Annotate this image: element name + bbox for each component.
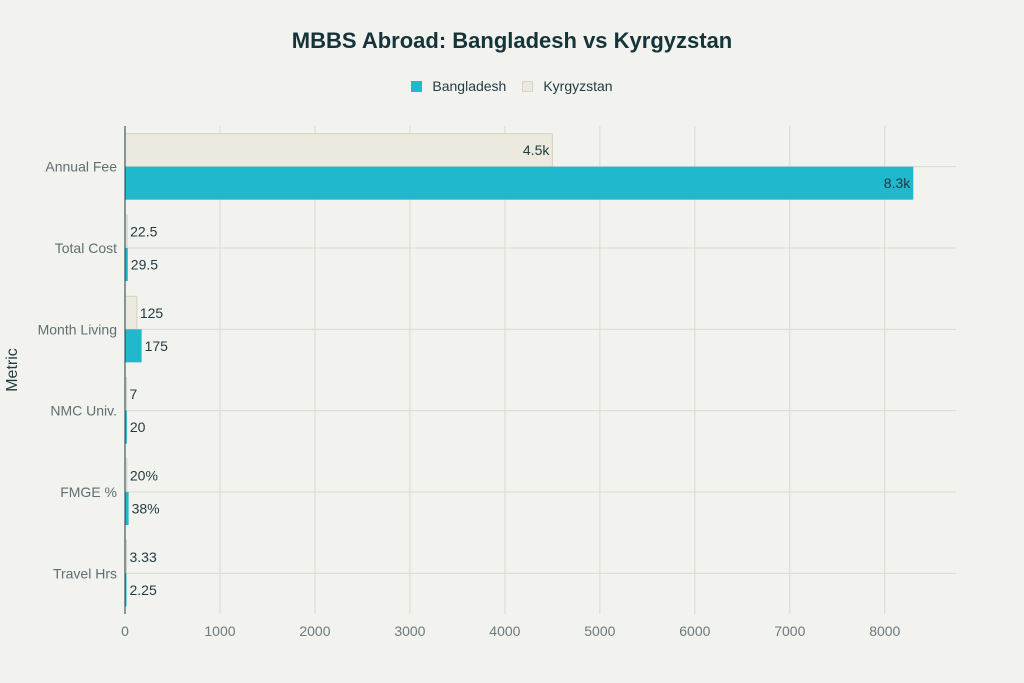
category-label: Total Cost xyxy=(55,240,117,256)
bar-kyrgyzstan xyxy=(124,295,138,330)
legend-swatch-kyrgyzstan xyxy=(522,80,534,92)
bar-bangladesh xyxy=(125,410,127,444)
legend-label-kyrgyzstan: Kyrgyzstan xyxy=(543,78,613,94)
x-tick-label: 0 xyxy=(121,623,129,639)
bar-bangladesh xyxy=(125,573,127,607)
x-tick-label: 8000 xyxy=(869,623,900,639)
legend: Bangladesh Kyrgyzstan xyxy=(0,78,1024,94)
x-tick-label: 4000 xyxy=(489,623,520,639)
category-label: FMGE % xyxy=(60,484,117,500)
y-axis-title: Metric xyxy=(4,348,21,392)
data-label-kyrgyzstan: 7 xyxy=(130,386,138,402)
data-label-bangladesh: 38% xyxy=(132,501,160,517)
data-label-bangladesh: 175 xyxy=(145,338,169,354)
data-label-kyrgyzstan: 20% xyxy=(130,468,158,484)
bar-bangladesh xyxy=(125,166,914,200)
x-tick-label: 5000 xyxy=(584,623,615,639)
legend-item-kyrgyzstan[interactable]: Kyrgyzstan xyxy=(522,78,613,94)
x-tick-label: 3000 xyxy=(394,623,425,639)
data-label-bangladesh: 20 xyxy=(130,419,146,435)
category-label: Month Living xyxy=(38,321,117,337)
x-tick-label: 7000 xyxy=(774,623,805,639)
data-label-bangladesh: 29.5 xyxy=(131,257,158,273)
category-label: Annual Fee xyxy=(45,159,117,175)
data-label-bangladesh: 8.3k xyxy=(884,175,911,191)
data-label-kyrgyzstan: 4.5k xyxy=(523,142,550,158)
data-label-kyrgyzstan: 3.33 xyxy=(130,549,157,565)
bar-bangladesh xyxy=(125,492,129,525)
bar-bangladesh xyxy=(125,248,128,281)
category-label: Travel Hrs xyxy=(53,565,117,581)
x-tick-label: 2000 xyxy=(299,623,330,639)
bar-bangladesh xyxy=(125,329,142,363)
data-label-kyrgyzstan: 125 xyxy=(140,305,164,321)
x-tick-label: 6000 xyxy=(679,623,710,639)
chart-title: MBBS Abroad: Bangladesh vs Kyrgyzstan xyxy=(291,28,733,53)
category-label: NMC Univ. xyxy=(50,403,117,419)
bar-kyrgyzstan xyxy=(124,133,553,168)
legend-swatch-bangladesh xyxy=(411,80,423,92)
x-tick-label: 1000 xyxy=(204,623,235,639)
data-label-bangladesh: 2.25 xyxy=(130,582,157,598)
legend-label-bangladesh: Bangladesh xyxy=(432,78,507,94)
data-label-kyrgyzstan: 22.5 xyxy=(130,224,157,240)
legend-item-bangladesh[interactable]: Bangladesh xyxy=(411,78,506,94)
